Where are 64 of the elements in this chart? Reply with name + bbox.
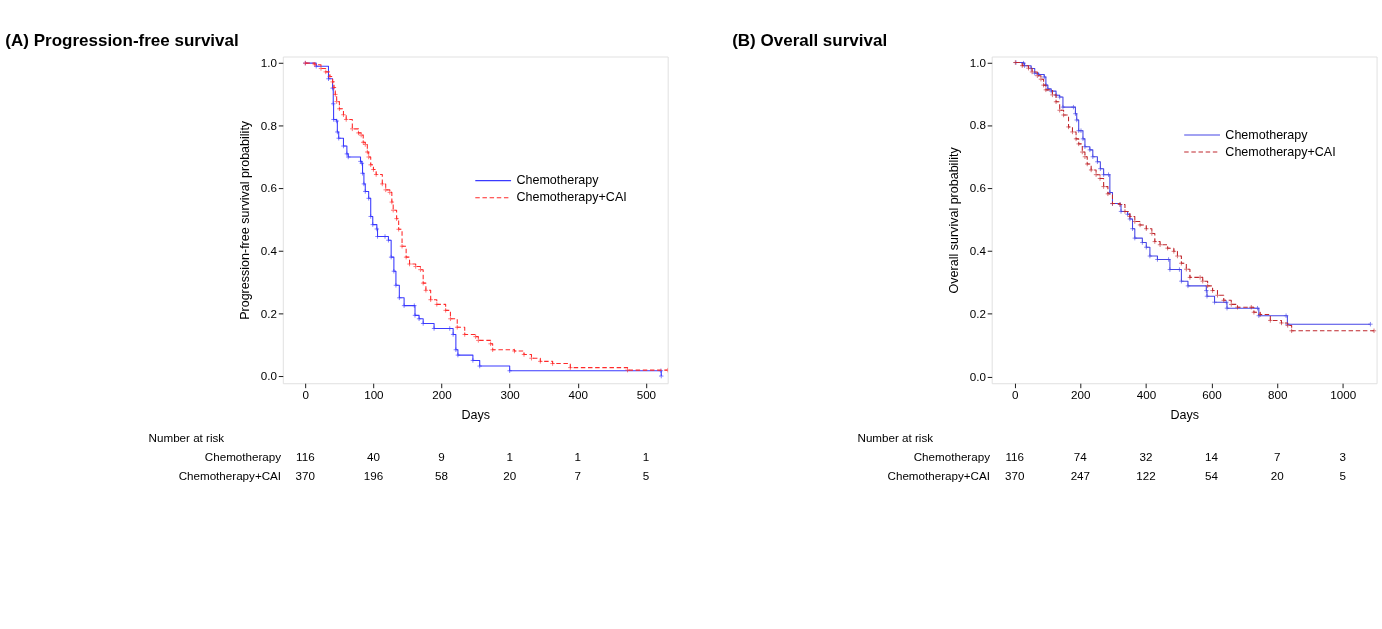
text: 3	[1339, 450, 1347, 464]
text: 116	[1005, 450, 1024, 464]
legend-label: Chemotherapy+CAI	[1225, 144, 1336, 159]
text: 7	[1273, 450, 1281, 464]
text: Number at risk	[857, 431, 934, 445]
text: 247	[1070, 468, 1091, 482]
x-tick-label: 1000	[1330, 387, 1357, 401]
x-tick-label: 200	[1071, 387, 1092, 401]
x-axis-title: Days	[1170, 407, 1199, 422]
x-tick-label: 400	[1136, 387, 1157, 401]
y-tick-label: 0.4	[260, 243, 278, 257]
legend-label: Chemotherapy+CAI	[516, 190, 627, 205]
y-tick-label: 0.8	[260, 118, 278, 132]
text: 1	[642, 450, 650, 464]
text: 20	[503, 468, 517, 482]
text: 14	[1205, 450, 1219, 464]
text: Chemotherapy+CAI	[178, 468, 282, 482]
x-tick-label: 500	[636, 387, 657, 401]
text: 370	[295, 468, 316, 482]
x-tick-label: 0	[1011, 387, 1019, 401]
y-tick-label: 0.2	[260, 306, 278, 320]
text: 54	[1205, 468, 1219, 482]
y-tick-label: 1.0	[260, 56, 278, 70]
x-axis-title: Days	[461, 407, 490, 422]
text: 196	[363, 468, 384, 482]
y-axis-title: Progression-free survival probability	[238, 120, 253, 320]
y-tick-label: 1.0	[969, 55, 987, 69]
y-tick-label: 0.2	[969, 306, 986, 320]
text: (B) Overall survival	[732, 30, 888, 50]
text: 9	[438, 450, 445, 464]
x-tick-label: 0	[302, 387, 310, 401]
x-tick-label: 300	[500, 387, 521, 401]
text: 122	[1136, 468, 1156, 482]
text: Chemotherapy+CAI	[887, 468, 990, 482]
y-tick-label: 0.4	[969, 244, 987, 258]
text: Number at risk	[148, 431, 225, 445]
text: 116	[296, 450, 315, 464]
text: 5	[1339, 468, 1347, 482]
y-tick-label: 0.8	[969, 118, 986, 132]
text: (A) Progression-free survival	[5, 30, 239, 50]
text: 74	[1073, 450, 1088, 464]
x-tick-label: 600	[1202, 387, 1223, 401]
text: Chemotherapy	[913, 450, 991, 464]
y-tick-label: 0.0	[969, 369, 987, 383]
text: 20	[1270, 468, 1285, 482]
y-axis-title: Overall survival probability	[947, 146, 962, 294]
x-tick-label: 800	[1267, 387, 1288, 401]
text: 370	[1005, 468, 1025, 482]
y-tick-label: 0.6	[969, 181, 986, 195]
text: 32	[1139, 450, 1153, 464]
x-tick-label: 400	[568, 387, 589, 401]
text: 5	[642, 468, 650, 482]
x-tick-label: 100	[364, 387, 385, 401]
y-tick-label: 0.0	[260, 369, 278, 383]
text: 40	[366, 450, 381, 464]
text: 7	[574, 468, 582, 482]
legend-label: Chemotherapy	[516, 173, 600, 188]
text: 1	[574, 450, 582, 464]
text: 58	[435, 468, 449, 482]
x-tick-label: 200	[432, 387, 453, 401]
text: Chemotherapy	[204, 450, 282, 464]
text: 1	[506, 450, 513, 464]
y-tick-label: 0.6	[260, 181, 278, 195]
legend-label: Chemotherapy	[1225, 127, 1309, 142]
